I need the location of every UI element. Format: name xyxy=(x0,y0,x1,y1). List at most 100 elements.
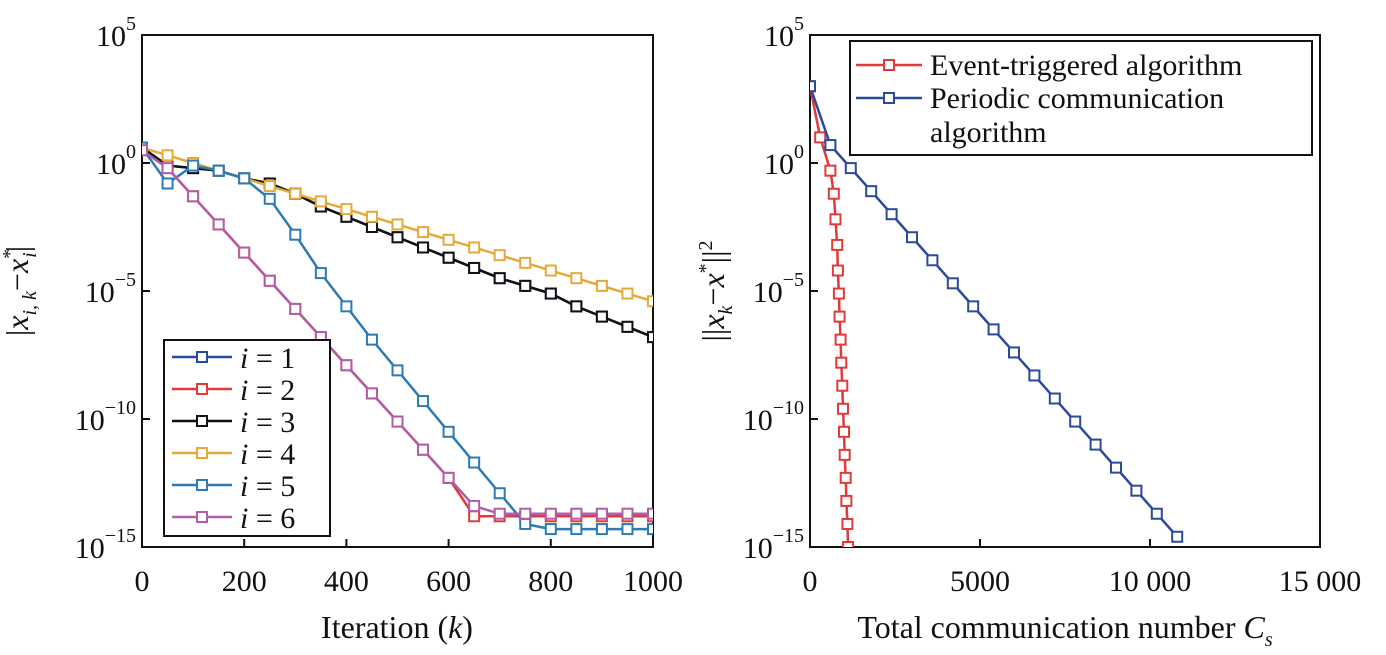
data-point xyxy=(1130,484,1143,497)
data-point xyxy=(841,517,854,530)
data-point xyxy=(840,494,853,507)
data-point xyxy=(391,364,404,377)
left-series xyxy=(142,141,653,536)
data-point xyxy=(845,586,855,596)
data-point xyxy=(987,323,1000,336)
data-point xyxy=(621,523,634,536)
data-point xyxy=(417,443,430,456)
data-point xyxy=(161,177,174,190)
series-line xyxy=(810,85,850,547)
data-point xyxy=(833,310,846,323)
y-tick-label: 10−15 xyxy=(743,525,804,565)
data-point xyxy=(832,287,845,300)
data-point xyxy=(161,162,174,175)
data-point xyxy=(519,279,532,292)
series-2 xyxy=(810,80,1184,543)
data-point xyxy=(595,523,608,536)
legend-item: i = 4 xyxy=(172,438,295,471)
svg-text:|xi, k−x*i|: |xi, k−x*i| xyxy=(0,246,41,336)
data-point xyxy=(1110,461,1122,474)
x-tick-label: 200 xyxy=(222,565,267,598)
data-point xyxy=(1028,369,1041,382)
data-point xyxy=(187,159,200,172)
data-point xyxy=(647,331,653,344)
data-point xyxy=(442,471,455,484)
legend-label: Event-triggered algorithm xyxy=(930,49,1242,82)
data-point xyxy=(1150,507,1163,520)
data-point xyxy=(906,231,918,244)
data-point xyxy=(212,218,225,231)
y-tick-label: 10−10 xyxy=(75,397,136,437)
data-point xyxy=(824,164,837,177)
legend-box xyxy=(849,40,1313,156)
legend-label: i = 3 xyxy=(240,406,295,439)
data-point xyxy=(570,523,583,536)
legend-box xyxy=(163,339,331,537)
data-point xyxy=(838,425,850,438)
legend-swatch-marker xyxy=(883,92,895,104)
data-point xyxy=(365,210,378,223)
data-point xyxy=(391,415,404,428)
data-point xyxy=(647,507,653,520)
legend-swatch-marker xyxy=(196,447,208,459)
data-point xyxy=(187,190,200,203)
x-tick-label: 0 xyxy=(135,565,150,598)
data-point xyxy=(468,241,481,254)
legend-label: i = 2 xyxy=(240,374,295,407)
x-tick-label: 400 xyxy=(324,565,369,598)
data-point xyxy=(289,187,302,200)
legend-swatch-marker xyxy=(883,59,895,71)
y-tick-label: 105 xyxy=(764,13,804,53)
series-6 xyxy=(142,144,653,520)
legend-swatch-marker xyxy=(196,511,208,523)
data-point xyxy=(838,448,851,461)
series-1 xyxy=(810,80,855,596)
data-point xyxy=(885,208,898,221)
data-point xyxy=(417,395,430,408)
data-point xyxy=(493,487,506,500)
data-point xyxy=(834,333,847,346)
data-point xyxy=(926,254,939,267)
data-point xyxy=(442,251,455,264)
legend-label: i = 4 xyxy=(240,438,295,471)
data-point xyxy=(468,510,481,523)
series-5 xyxy=(142,141,653,536)
data-point xyxy=(314,195,327,208)
data-point xyxy=(519,256,532,269)
x-tick-label: 1000 xyxy=(623,565,683,598)
y-tick-label: 10−15 xyxy=(75,525,136,565)
data-point xyxy=(442,425,455,438)
x-axis-label-right: Total communication number Cs xyxy=(857,609,1272,651)
data-point xyxy=(595,310,608,323)
x-tick-label: 15 000 xyxy=(1279,565,1362,598)
data-point xyxy=(417,241,430,254)
legend-swatch-marker xyxy=(196,415,208,427)
y-tick-label: 10−10 xyxy=(743,397,804,437)
data-point xyxy=(647,523,653,536)
y-tick-label: 100 xyxy=(764,141,804,181)
data-point xyxy=(647,295,653,308)
x-tick-label: 0 xyxy=(803,565,818,598)
data-point xyxy=(1008,346,1020,359)
legend-swatch-marker xyxy=(196,351,208,363)
legend-item: i = 2 xyxy=(172,374,295,407)
data-point xyxy=(314,267,327,280)
y-axis-label-left: |xi, k−x*i| xyxy=(0,246,41,336)
legend-swatch-marker xyxy=(196,383,208,395)
y-tick-label: 100 xyxy=(96,141,136,181)
right-series xyxy=(810,80,1184,596)
data-point xyxy=(544,264,557,277)
svg-text:||xk−x*||2: ||xk−x*||2 xyxy=(695,241,737,342)
data-point xyxy=(865,185,878,198)
legend-item: Periodic communication algorithm xyxy=(856,82,1224,149)
left-ticks: 105 100 10−5 10−10 10−150 200 400 600 800 1000 xyxy=(75,13,683,598)
data-point xyxy=(844,162,857,175)
data-point xyxy=(161,149,174,162)
data-point xyxy=(417,226,430,239)
data-point xyxy=(340,300,353,313)
data-point xyxy=(544,287,557,300)
chart-left: 105 100 10−5 10−10 10−150 200 400 600 800 1000 i … xyxy=(0,13,683,645)
data-point xyxy=(1069,415,1082,428)
x-tick-label: 10 000 xyxy=(1109,565,1192,598)
data-point xyxy=(391,218,404,231)
